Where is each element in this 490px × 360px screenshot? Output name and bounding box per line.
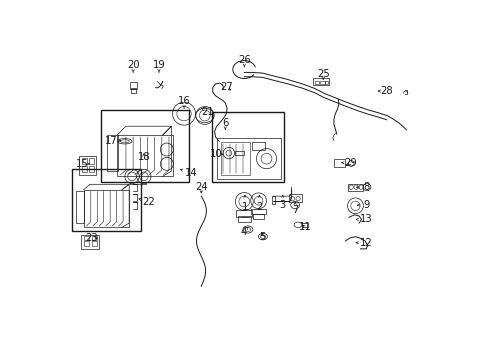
Text: 10: 10 xyxy=(210,149,222,159)
Text: 21: 21 xyxy=(201,107,214,117)
Bar xyxy=(107,135,118,171)
Bar xyxy=(221,142,250,175)
Bar xyxy=(84,241,89,246)
Bar xyxy=(84,236,89,240)
Text: 6: 6 xyxy=(222,118,228,128)
Bar xyxy=(82,166,87,172)
Text: 27: 27 xyxy=(220,82,233,93)
Bar xyxy=(217,138,281,179)
Bar xyxy=(89,158,95,164)
Text: 26: 26 xyxy=(238,55,251,65)
Bar xyxy=(92,236,97,240)
Text: 2: 2 xyxy=(256,202,263,212)
Text: 19: 19 xyxy=(152,60,165,70)
Text: 24: 24 xyxy=(195,182,208,192)
Text: 8: 8 xyxy=(363,182,369,192)
Text: 23: 23 xyxy=(85,233,98,243)
Text: 22: 22 xyxy=(142,197,154,207)
Text: 12: 12 xyxy=(360,238,372,248)
Bar xyxy=(302,223,308,227)
Bar xyxy=(236,210,252,217)
Bar xyxy=(320,81,324,84)
Bar xyxy=(313,78,329,85)
Bar xyxy=(252,141,265,149)
Text: 7: 7 xyxy=(292,206,298,216)
Bar xyxy=(117,135,172,176)
Bar xyxy=(82,158,87,164)
Bar xyxy=(131,88,136,93)
Text: 4: 4 xyxy=(240,227,246,237)
Text: 20: 20 xyxy=(127,60,140,70)
Text: 17: 17 xyxy=(105,136,118,145)
Bar xyxy=(89,166,95,172)
Bar xyxy=(272,196,275,204)
Bar xyxy=(84,190,129,227)
Text: 11: 11 xyxy=(299,222,312,232)
Text: 9: 9 xyxy=(363,200,369,210)
Bar xyxy=(289,194,302,202)
Bar xyxy=(212,112,284,182)
Bar xyxy=(101,110,189,182)
Text: 3: 3 xyxy=(279,200,286,210)
Bar xyxy=(251,209,266,215)
Bar xyxy=(253,214,265,220)
Bar xyxy=(81,235,99,249)
Text: 15: 15 xyxy=(75,159,88,169)
Text: 14: 14 xyxy=(185,168,197,178)
Bar xyxy=(79,156,96,175)
Text: 16: 16 xyxy=(178,96,191,106)
Bar xyxy=(238,216,251,222)
Text: 13: 13 xyxy=(360,215,372,224)
Bar xyxy=(315,81,319,84)
Text: 25: 25 xyxy=(317,69,330,79)
Text: 5: 5 xyxy=(259,232,266,242)
Text: 1: 1 xyxy=(242,202,248,212)
Bar xyxy=(92,241,97,246)
Bar xyxy=(324,81,328,84)
Text: 18: 18 xyxy=(138,152,150,162)
Bar xyxy=(348,184,363,191)
Text: 28: 28 xyxy=(380,86,393,96)
Text: 29: 29 xyxy=(344,158,357,168)
Bar xyxy=(235,151,244,155)
Bar xyxy=(334,159,345,167)
Bar xyxy=(129,82,137,89)
Bar xyxy=(76,191,84,223)
Bar xyxy=(72,169,141,231)
